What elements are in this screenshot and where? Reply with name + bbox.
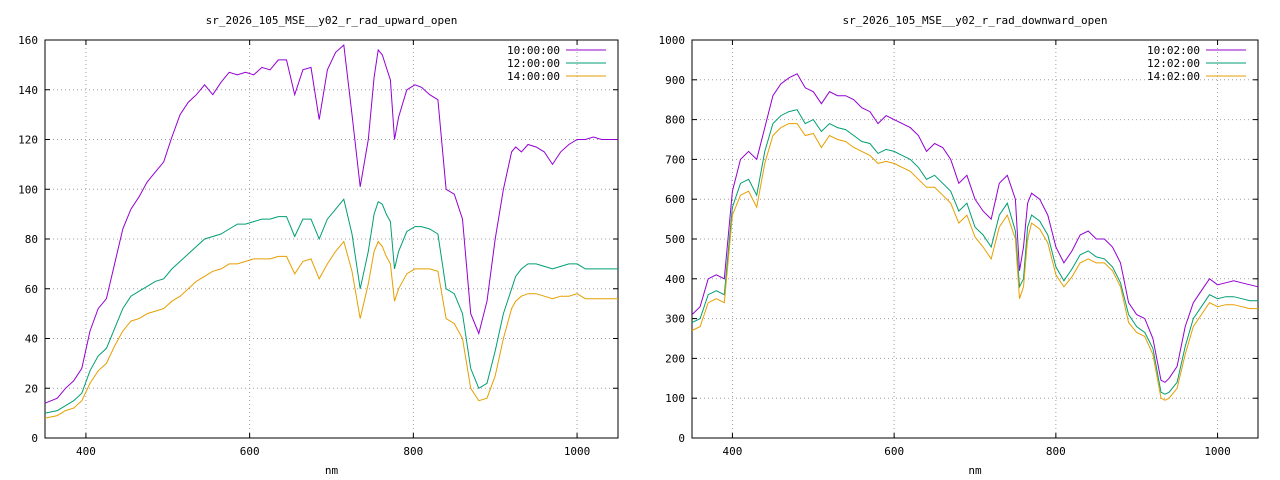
y-tick-label: 100 <box>665 392 685 405</box>
y-tick-label: 700 <box>665 153 685 166</box>
legend-label: 10:02:00 <box>1147 44 1200 57</box>
legend-label: 14:02:00 <box>1147 70 1200 83</box>
legend-label: 14:00:00 <box>507 70 560 83</box>
series-line-10:02:00 <box>691 73 1259 383</box>
x-axis-label: nm <box>968 464 982 477</box>
upward-radiance-chart: sr_2026_105_MSE__y02_r_rad_upward_open 40… <box>18 14 619 477</box>
y-tick-label: 300 <box>665 313 685 326</box>
y-tick-label: 500 <box>665 233 685 246</box>
legend-label: 10:00:00 <box>507 44 560 57</box>
y-tick-label: 400 <box>665 273 685 286</box>
series-line-12:00:00 <box>44 198 618 414</box>
plot-frame <box>44 39 619 439</box>
downward-radiance-chart: sr_2026_105_MSE__y02_r_rad_downward_open… <box>659 14 1259 477</box>
x-tick-label: 1000 <box>1204 445 1231 458</box>
y-tick-label: 900 <box>665 74 685 87</box>
x-tick-label: 800 <box>403 445 423 458</box>
y-tick-label: 800 <box>665 114 685 127</box>
x-tick-label: 1000 <box>564 445 591 458</box>
legend-label: 12:02:00 <box>1147 57 1200 70</box>
y-tick-label: 120 <box>18 134 38 147</box>
y-tick-label: 60 <box>25 283 38 296</box>
series-line-10:00:00 <box>44 43 618 404</box>
chart-title: sr_2026_105_MSE__y02_r_rad_upward_open <box>206 14 458 27</box>
x-tick-label: 600 <box>240 445 260 458</box>
y-tick-label: 200 <box>665 352 685 365</box>
chart-title: sr_2026_105_MSE__y02_r_rad_downward_open <box>843 14 1108 27</box>
series-line-14:02:00 <box>691 123 1258 401</box>
y-tick-label: 80 <box>25 233 38 246</box>
x-tick-label: 800 <box>1046 445 1066 458</box>
y-tick-label: 20 <box>25 382 38 395</box>
y-tick-label: 160 <box>18 34 38 47</box>
x-axis-label: nm <box>325 464 339 477</box>
y-tick-label: 0 <box>31 432 38 445</box>
y-tick-label: 600 <box>665 193 685 206</box>
legend-label: 12:00:00 <box>507 57 560 70</box>
x-tick-label: 400 <box>722 445 742 458</box>
series-line-14:00:00 <box>44 240 618 419</box>
series-line-12:02:00 <box>691 109 1258 395</box>
x-tick-label: 400 <box>76 445 96 458</box>
y-tick-label: 1000 <box>659 34 686 47</box>
y-tick-label: 100 <box>18 183 38 196</box>
x-tick-label: 600 <box>884 445 904 458</box>
y-tick-label: 40 <box>25 333 38 346</box>
y-tick-label: 140 <box>18 84 38 97</box>
y-tick-label: 0 <box>678 432 685 445</box>
